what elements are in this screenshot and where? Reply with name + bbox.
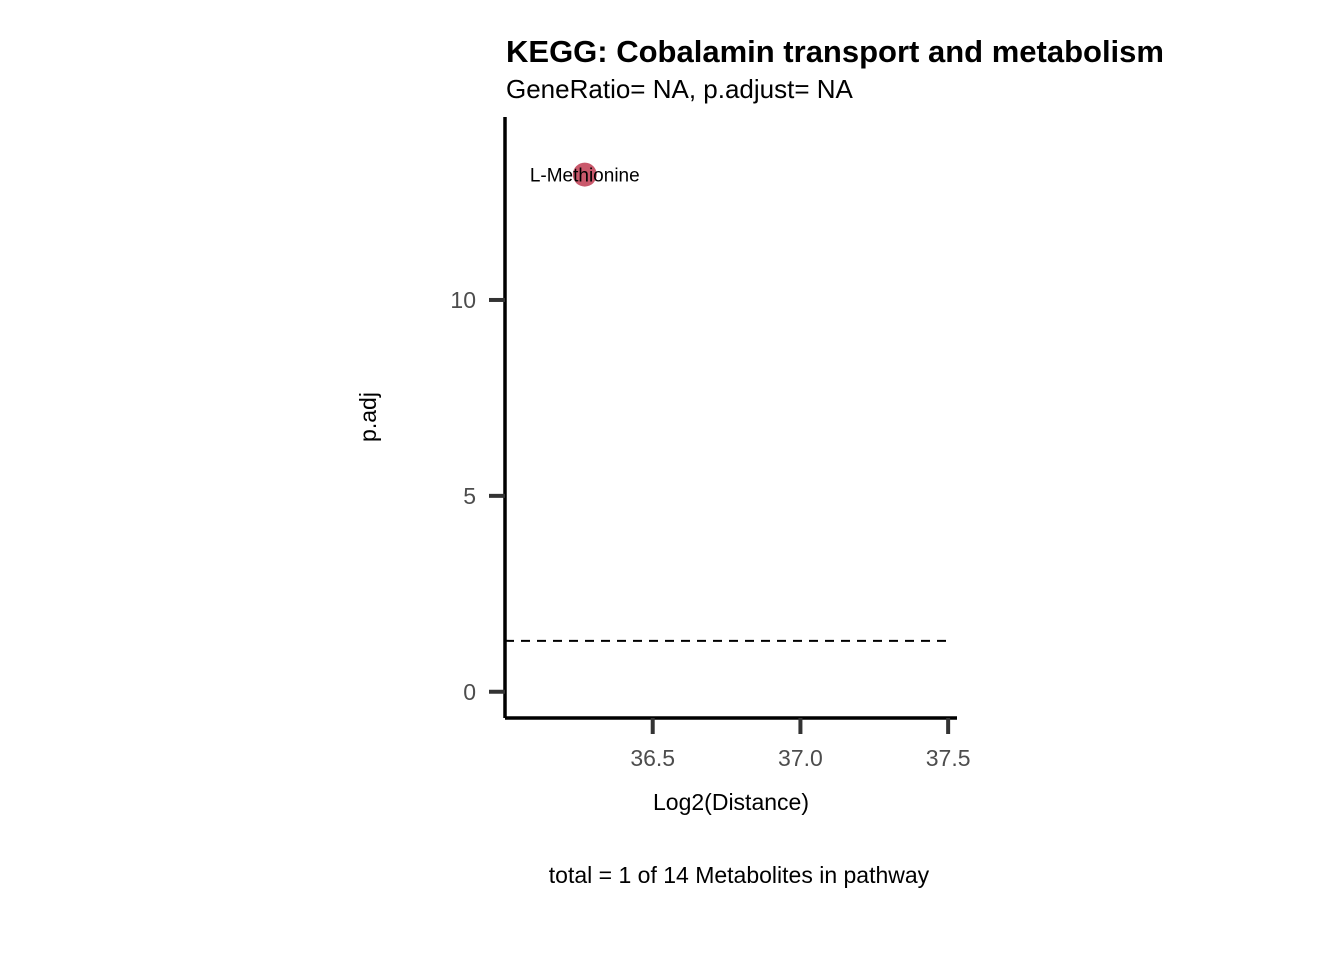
x-axis-title: Log2(Distance) [653, 789, 809, 815]
plot-area: 0 5 10 36.5 37.0 37.5 L-Methionine [450, 117, 971, 771]
y-axis-title: p.adj [355, 392, 381, 442]
chart-subtitle: GeneRatio= NA, p.adjust= NA [506, 74, 854, 104]
data-point-label: L-Methionine [530, 166, 640, 187]
x-tick-label: 37.0 [778, 745, 823, 771]
y-tick-label: 0 [463, 679, 476, 705]
x-tick-label: 36.5 [630, 745, 675, 771]
y-tick-label: 10 [450, 287, 476, 313]
data-point [572, 162, 597, 187]
chart-title: KEGG: Cobalamin transport and metabolism [506, 34, 1164, 69]
x-tick-label: 37.5 [926, 745, 971, 771]
chart-caption: total = 1 of 14 Metabolites in pathway [549, 862, 930, 888]
y-tick-label: 5 [463, 483, 476, 509]
